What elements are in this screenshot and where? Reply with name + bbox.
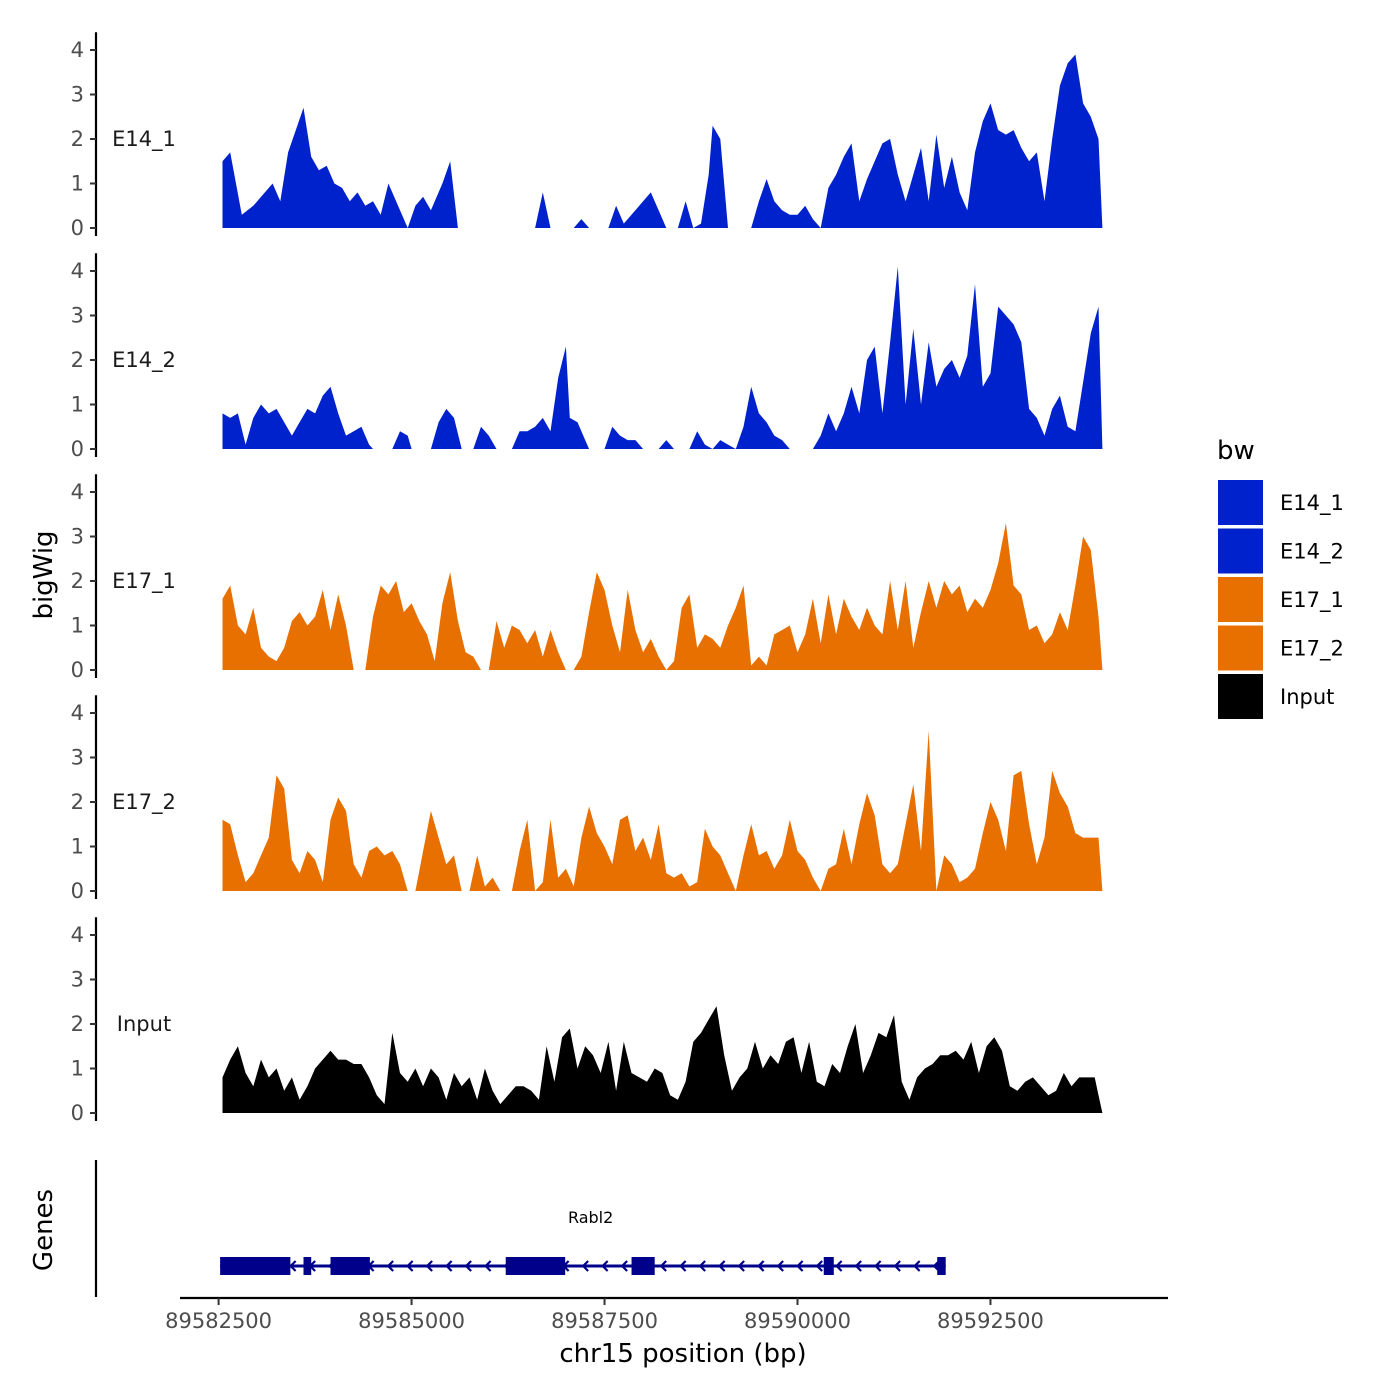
strand-arrow bbox=[406, 1260, 414, 1272]
y-tick-label: 1 bbox=[71, 1057, 84, 1081]
y-tick-label: 1 bbox=[71, 614, 84, 638]
y-tick-label: 1 bbox=[71, 393, 84, 417]
exon bbox=[220, 1257, 291, 1275]
strand-arrow bbox=[815, 1260, 823, 1272]
strand-arrow bbox=[893, 1260, 901, 1272]
genes-axis-title: Genes bbox=[29, 1189, 59, 1271]
x-tick-label: 89590000 bbox=[744, 1309, 851, 1333]
gene-label: Rabl2 bbox=[568, 1208, 613, 1227]
y-tick-label: 2 bbox=[71, 348, 84, 372]
y-tick-label: 4 bbox=[71, 38, 84, 62]
legend-swatch-E14_1 bbox=[1218, 480, 1263, 525]
y-axis-title: bigWig bbox=[29, 530, 59, 619]
y-tick-label: 4 bbox=[71, 480, 84, 504]
strand-arrow bbox=[737, 1260, 745, 1272]
y-tick-label: 3 bbox=[71, 83, 84, 107]
strand-arrow bbox=[659, 1260, 667, 1272]
y-tick-label: 2 bbox=[71, 790, 84, 814]
strand-arrow bbox=[698, 1260, 706, 1272]
strand-arrow bbox=[464, 1260, 472, 1272]
y-tick-label: 0 bbox=[71, 879, 84, 903]
area-E17_1 bbox=[222, 523, 1103, 670]
exon bbox=[823, 1257, 834, 1275]
legend-label-E14_2: E14_2 bbox=[1280, 540, 1344, 565]
strand-arrow bbox=[601, 1260, 609, 1272]
x-axis-title: chr15 position (bp) bbox=[559, 1339, 806, 1369]
track-E17_2: 0 1 2 3 4 E17_2 bbox=[71, 695, 1103, 903]
y-tick-label: 2 bbox=[71, 1012, 84, 1036]
y-tick-label: 3 bbox=[71, 304, 84, 328]
legend-swatch-Input bbox=[1218, 674, 1263, 719]
gene-track: Rabl2 bbox=[94, 1160, 946, 1297]
x-tick-label: 89587500 bbox=[551, 1309, 658, 1333]
legend-swatch-E14_2 bbox=[1218, 528, 1263, 574]
legend-swatch-E17_2 bbox=[1218, 625, 1263, 671]
track-label-E17_2: E17_2 bbox=[112, 790, 176, 815]
legend-label-E14_1: E14_1 bbox=[1280, 491, 1344, 516]
y-tick-label: 4 bbox=[71, 259, 84, 283]
x-axis: 89582500 89585000 89587500 89590000 89592500 bbox=[165, 1296, 1168, 1333]
exon bbox=[937, 1257, 946, 1275]
y-tick-label: 1 bbox=[71, 172, 84, 196]
strand-arrow bbox=[718, 1260, 726, 1272]
y-tick-label: 3 bbox=[71, 525, 84, 549]
strand-arrow bbox=[679, 1260, 687, 1272]
y-tick-label: 0 bbox=[71, 658, 84, 682]
track-E14_2: 0 1 2 3 4 E14_2 bbox=[71, 253, 1103, 461]
strand-arrow bbox=[776, 1260, 784, 1272]
y-tick-label: 4 bbox=[71, 923, 84, 947]
track-label-E14_1: E14_1 bbox=[112, 127, 176, 152]
y-tick-label: 3 bbox=[71, 968, 84, 992]
y-tick-label: 4 bbox=[71, 701, 84, 725]
area-E17_2 bbox=[222, 730, 1103, 891]
track-label-Input: Input bbox=[117, 1012, 171, 1036]
track-label-E14_2: E14_2 bbox=[112, 348, 176, 373]
y-tick-label: 2 bbox=[71, 127, 84, 151]
strand-arrow bbox=[425, 1260, 433, 1272]
area-E14_2 bbox=[222, 266, 1103, 449]
y-tick-label: 0 bbox=[71, 1101, 84, 1125]
exon bbox=[330, 1257, 370, 1275]
track-E17_1: 0 1 2 3 4 E17_1 bbox=[71, 474, 1103, 682]
track-E14_1: 0 1 2 3 4 E14_1 bbox=[71, 32, 1103, 240]
strand-arrow bbox=[289, 1260, 297, 1272]
y-tick-label: 3 bbox=[71, 746, 84, 770]
strand-arrow bbox=[796, 1260, 804, 1272]
x-tick-label: 89592500 bbox=[937, 1309, 1044, 1333]
strand-arrow bbox=[581, 1260, 589, 1272]
track-label-E17_1: E17_1 bbox=[112, 569, 176, 594]
y-tick-label: 1 bbox=[71, 835, 84, 859]
track-Input: 0 1 2 3 4 Input bbox=[71, 917, 1103, 1125]
y-tick-label: 0 bbox=[71, 216, 84, 240]
x-tick-label: 89582500 bbox=[165, 1309, 272, 1333]
legend-label-E17_2: E17_2 bbox=[1280, 637, 1344, 662]
legend-swatch-E17_1 bbox=[1218, 577, 1263, 622]
y-tick-label: 0 bbox=[71, 437, 84, 461]
strand-arrow bbox=[757, 1260, 765, 1272]
exon bbox=[505, 1257, 566, 1275]
exon bbox=[631, 1257, 655, 1275]
area-E14_1 bbox=[222, 54, 1103, 228]
strand-arrow bbox=[445, 1260, 453, 1272]
exon bbox=[303, 1257, 312, 1275]
area-Input bbox=[222, 1006, 1103, 1113]
legend: E14_1 E14_2 E17_1 E17_2 Input bbox=[1218, 480, 1344, 719]
legend-label-E17_1: E17_1 bbox=[1280, 588, 1344, 613]
tracks-layer: 0 1 2 3 4 E14_1 0 1 2 3 4 E14_2 0 1 2 3 4 E17_1 0 1 2 3 4 E17_2… bbox=[71, 32, 1103, 1125]
legend-label-Input: Input bbox=[1280, 685, 1334, 709]
strand-arrow bbox=[484, 1260, 492, 1272]
x-tick-label: 89585000 bbox=[358, 1309, 465, 1333]
strand-arrow bbox=[874, 1260, 882, 1272]
strand-arrow bbox=[620, 1260, 628, 1272]
strand-arrow bbox=[835, 1260, 843, 1272]
y-tick-label: 2 bbox=[71, 569, 84, 593]
strand-arrow bbox=[386, 1260, 394, 1272]
strand-arrow bbox=[913, 1260, 921, 1272]
legend-title: bw bbox=[1217, 436, 1255, 466]
strand-arrow bbox=[854, 1260, 862, 1272]
